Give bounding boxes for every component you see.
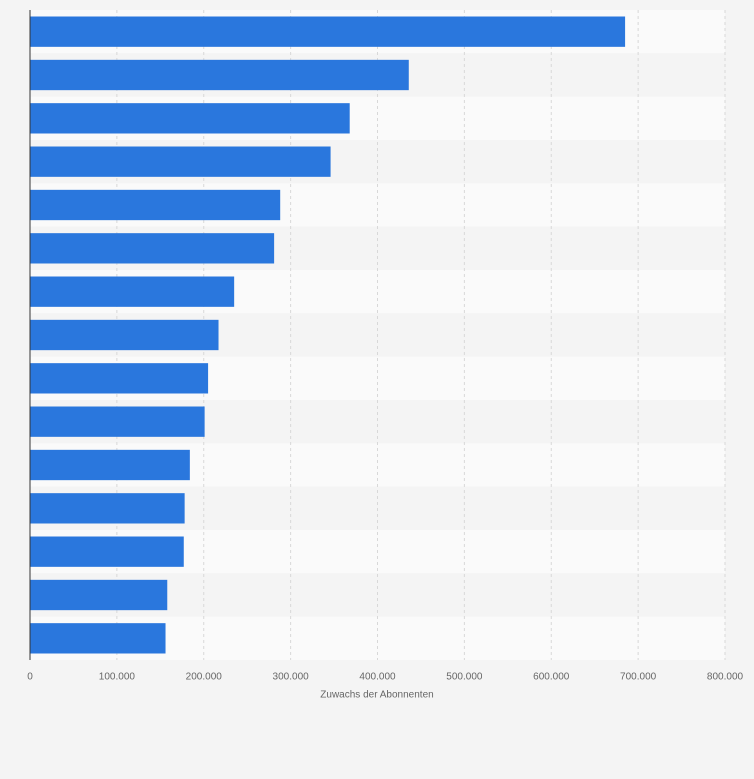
bar [30, 233, 275, 264]
x-tick-label: 400.000 [359, 672, 396, 683]
bar [30, 363, 209, 394]
bar [30, 449, 190, 481]
x-axis-title: Zuwachs der Abonnenten [320, 690, 433, 701]
x-tick-label: 200.000 [186, 672, 223, 683]
bar [30, 579, 168, 611]
bar [30, 16, 626, 47]
bar [30, 103, 350, 134]
bar [30, 276, 235, 307]
bar [30, 493, 185, 524]
bar [30, 59, 409, 91]
bar [30, 406, 205, 437]
bar [30, 319, 219, 351]
bar [30, 189, 281, 221]
x-tick-label: 800.000 [707, 672, 744, 683]
bar [30, 146, 331, 177]
x-tick-label: 600.000 [533, 672, 570, 683]
x-tick-label: 100.000 [99, 672, 136, 683]
bar [30, 536, 184, 567]
x-tick-label: 700.000 [620, 672, 657, 683]
x-tick-label: 300.000 [273, 672, 310, 683]
x-tick-label: 500.000 [446, 672, 483, 683]
x-tick-label: 0 [27, 672, 33, 683]
bar [30, 623, 166, 654]
